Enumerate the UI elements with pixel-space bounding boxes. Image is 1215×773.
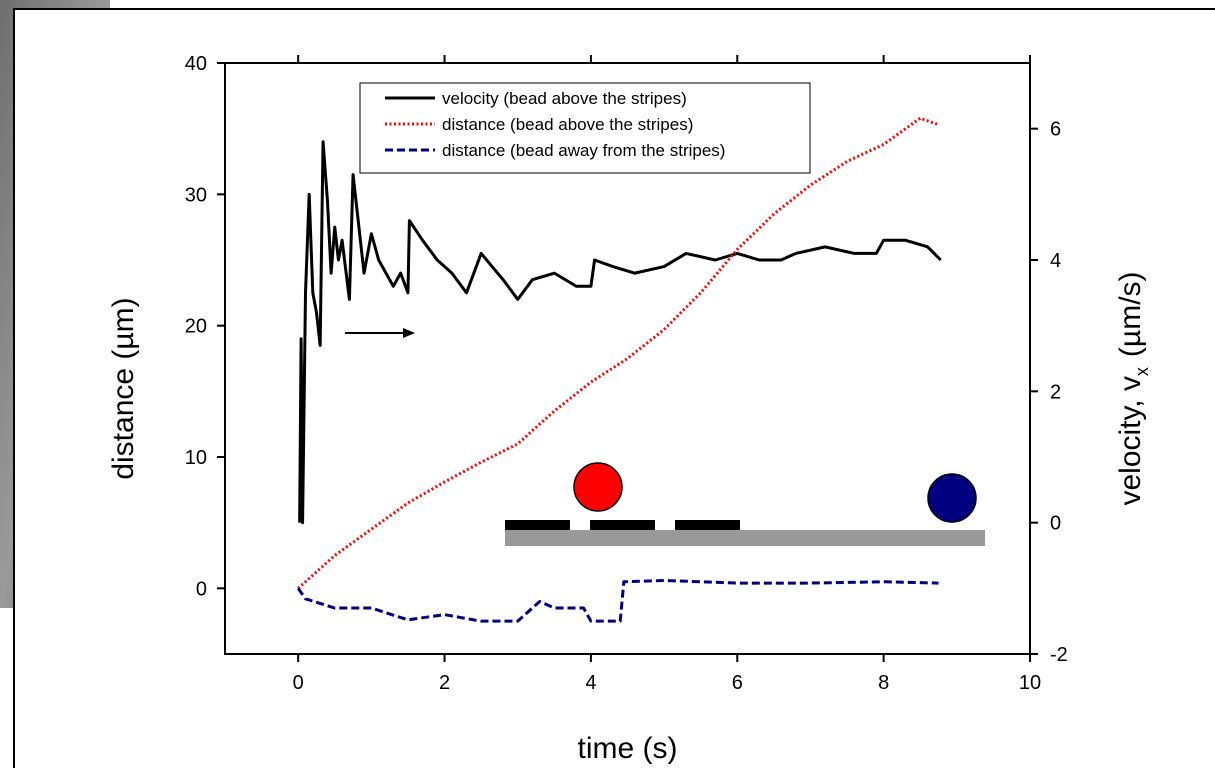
y2-tick-label: -2 <box>1050 644 1068 666</box>
x-tick-label: 10 <box>1019 672 1041 694</box>
y2-tick-label: 6 <box>1050 119 1061 141</box>
legend-label: distance (bead away from the stripes) <box>442 141 725 160</box>
plot-frame <box>224 62 1031 655</box>
y2-axis-label: velocity, vx (µm/s) <box>1114 271 1152 505</box>
y2-tick-label: 2 <box>1050 381 1061 403</box>
x-tick-label: 4 <box>585 672 596 694</box>
series-line <box>298 140 942 525</box>
legend-label: distance (bead above the stripes) <box>442 115 693 134</box>
y-tick-label: 10 <box>185 447 207 469</box>
inset-diagram <box>505 462 985 546</box>
y2-tick-label: 4 <box>1050 250 1061 272</box>
x-tick-label: 6 <box>732 672 743 694</box>
y-tick-label: 30 <box>185 184 207 206</box>
y2-axis-label-part: x <box>1132 367 1152 376</box>
x-axis-label: time (s) <box>578 732 678 765</box>
x-tick-label: 8 <box>878 672 889 694</box>
y-tick-label: 0 <box>196 578 207 600</box>
y2-axis-label-part: velocity, v <box>1114 376 1147 505</box>
y-tick-label: 20 <box>185 316 207 338</box>
y2-tick-label: 0 <box>1050 513 1061 535</box>
y-axis-label: distance (µm) <box>107 297 140 479</box>
x-tick-label: 0 <box>293 672 304 694</box>
y-tick-label: 40 <box>185 53 207 75</box>
legend-label: velocity (bead above the stripes) <box>442 89 687 108</box>
y2-axis-label-part: (µm/s) <box>1114 271 1147 357</box>
arrow <box>345 328 415 338</box>
plot: 0 2 4 6 8 10 0 10 20 30 40 -2 0 2 4 6 time (s) distance (… <box>107 53 1152 765</box>
x-tick-label: 2 <box>439 672 450 694</box>
